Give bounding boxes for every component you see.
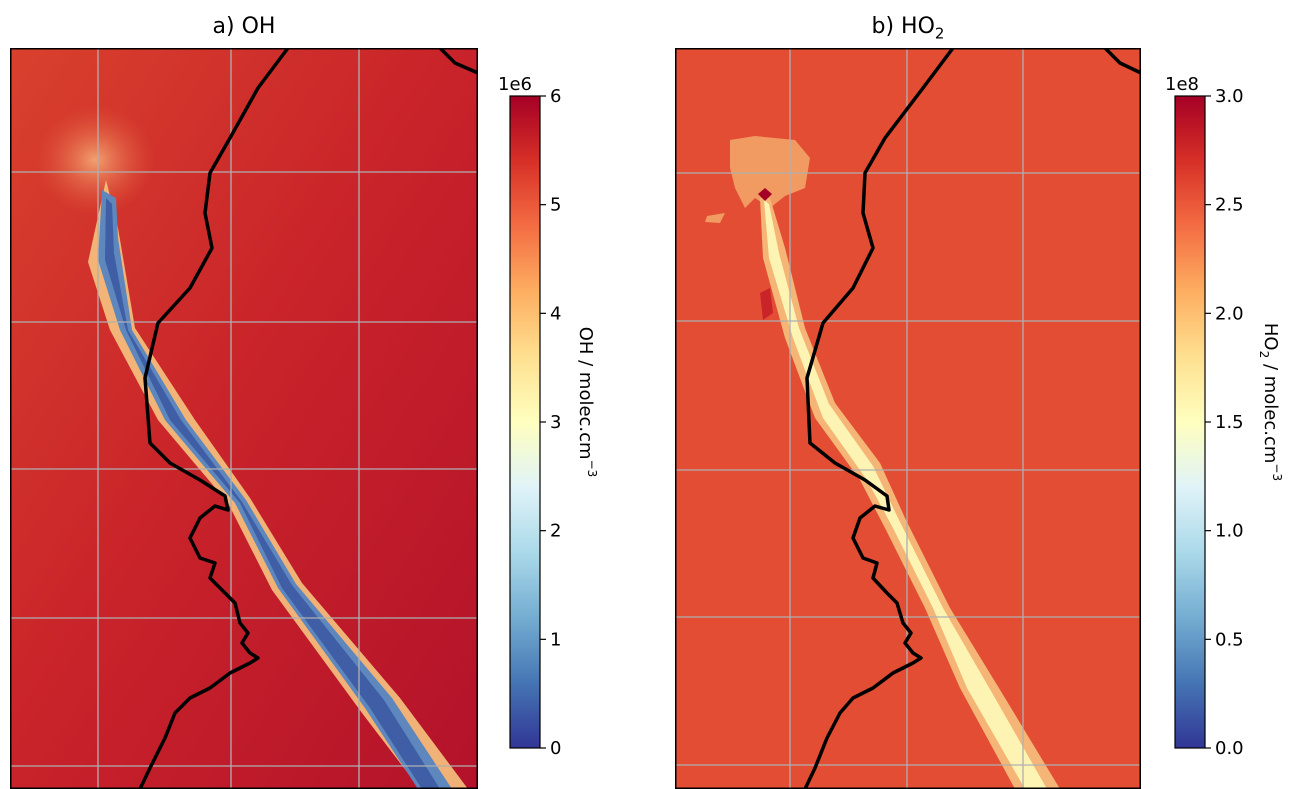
oh-colorbar-tick-label: 6 <box>550 86 561 107</box>
oh-colorbar-ticks: 0 1 2 3 4 5 6 <box>540 86 561 759</box>
ho2-colorbar-tick-label: 1.0 <box>1215 521 1244 542</box>
ho2-colorbar-tick-label: 0.5 <box>1215 629 1244 650</box>
oh-colorbar: 1e6 0 1 2 3 4 5 6 OH / molec.cm−3 <box>498 74 599 759</box>
oh-colorbar-bar <box>509 95 541 749</box>
panel-b-title: b) HO2 <box>871 14 945 43</box>
oh-coastline <box>138 48 290 789</box>
ho2-colorbar: 1e8 0.0 0.5 1.0 1.5 2.0 2.5 3.0 HO2 / molec.cm… <box>1165 74 1284 759</box>
oh-halo <box>35 105 155 215</box>
ho2-colorbar-tick-label: 0.0 <box>1215 738 1244 759</box>
ho2-map <box>675 48 1141 789</box>
oh-colorbar-tick-label: 2 <box>550 521 561 542</box>
panel-a-title: a) OH <box>212 14 276 39</box>
ho2-colorbar-tick-label: 3.0 <box>1215 86 1244 107</box>
ho2-red-spot <box>760 288 773 320</box>
ho2-colorbar-tick-label: 2.5 <box>1215 195 1244 216</box>
oh-coastline-ne <box>438 48 478 75</box>
oh-gridlines <box>10 48 478 789</box>
ho2-coastline <box>803 48 955 789</box>
ho2-colorbar-tick-label: 2.0 <box>1215 303 1244 324</box>
oh-colorbar-scale: 1e6 <box>498 74 532 95</box>
ho2-colorbar-ticks: 0.0 0.5 1.0 1.5 2.0 2.5 3.0 <box>1205 86 1244 759</box>
ho2-colorbar-scale: 1e8 <box>1165 74 1199 95</box>
oh-map <box>10 48 478 789</box>
ho2-coastline-ne <box>1103 48 1141 75</box>
ho2-colorbar-bar <box>1174 95 1206 749</box>
oh-colorbar-tick-label: 5 <box>550 195 561 216</box>
ho2-colorbar-label: HO2 / molec.cm−3 <box>1257 323 1284 481</box>
oh-colorbar-label: OH / molec.cm−3 <box>575 327 599 478</box>
oh-colorbar-tick-label: 3 <box>550 412 561 433</box>
ho2-source-marker <box>758 188 772 201</box>
oh-colorbar-tick-label: 4 <box>550 303 561 324</box>
ho2-colorbar-tick-label: 1.5 <box>1215 412 1244 433</box>
oh-colorbar-tick-label: 1 <box>550 629 561 650</box>
oh-colorbar-tick-label: 0 <box>550 738 561 759</box>
